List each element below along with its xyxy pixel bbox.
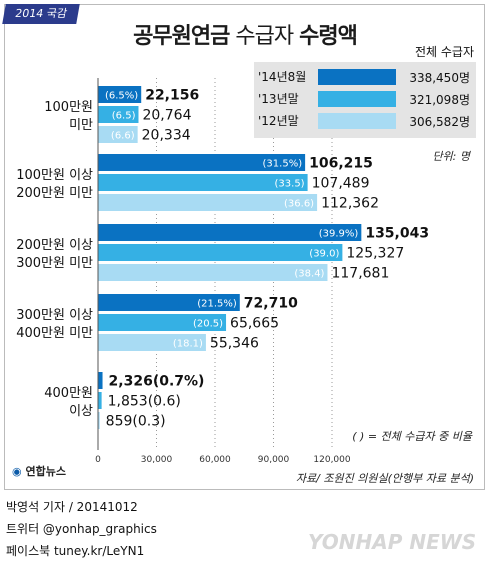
credits: 박영석 기자 / 20141012 트위터 @yonhap_graphics 페… xyxy=(6,496,157,562)
bar-0-1 xyxy=(98,106,139,123)
bar-1-1 xyxy=(98,174,308,191)
legend-name-1: '13년말 xyxy=(258,92,299,106)
x-tick-label-4: 120,000 xyxy=(313,455,350,465)
value-label-1-0: 106,215 xyxy=(309,156,373,172)
ratio-label-3-0: (21.5%) xyxy=(197,299,237,310)
category-label-4-0: 400만원 xyxy=(44,386,93,401)
category-label-0-1: 미만 xyxy=(69,118,93,133)
chart-title: 공무원연금 수급자 수령액 xyxy=(0,18,490,50)
logo-text: 연합뉴스 xyxy=(25,465,66,478)
ratio-label-0-0: (6.5%) xyxy=(105,91,138,102)
legend-swatch-2 xyxy=(318,113,396,129)
facebook-credit: 페이스북 tuney.kr/LeYN1 xyxy=(6,544,145,558)
value-label-4-2: 859(0.3) xyxy=(106,414,166,430)
legend-total-1: 321,098명 xyxy=(409,93,470,107)
bar-chart: 0 30,000 60,000 90,000 120,000 (6.5%) 22,156 (3… xyxy=(16,45,476,485)
bar-3-2 xyxy=(98,334,206,351)
title-part-2: 수급자 xyxy=(235,24,294,49)
value-label-1-2: 112,362 xyxy=(321,196,379,212)
logo-icon: ◉ xyxy=(12,465,22,478)
legend-total-2: 306,582명 xyxy=(409,115,470,129)
legend-swatch-1 xyxy=(318,91,396,107)
value-label-0-0: 22,156 xyxy=(145,88,199,104)
category-label-2-0: 200만원 이상 xyxy=(16,238,93,253)
ratio-label-0-1: (6.5) xyxy=(112,111,136,122)
value-label-3-0: 72,710 xyxy=(244,296,298,312)
x-tick-label-2: 60,000 xyxy=(199,455,231,465)
category-label-0-0: 100만원 xyxy=(44,100,93,115)
ratio-label-2-1: (39.0) xyxy=(309,249,339,260)
bar-0-2 xyxy=(98,126,138,143)
ratio-note: ( ) = 전체 수급자 중 비율 xyxy=(352,430,473,443)
twitter-credit: 트위터 @yonhap_graphics xyxy=(6,522,157,536)
category-label-2-1: 300만원 미만 xyxy=(16,256,93,271)
unit-label: 단위: 명 xyxy=(432,150,471,163)
ratio-label-1-0: (31.5%) xyxy=(263,159,303,170)
bar-4-2 xyxy=(98,412,100,429)
watermark: YONHAP NEWS xyxy=(308,530,477,554)
source-label: 자료/ 조원진 의원실(안행부 자료 분석) xyxy=(296,472,474,485)
ratio-label-0-2: (6.6) xyxy=(111,131,135,142)
bar-1-0 xyxy=(98,154,306,171)
value-label-2-2: 117,681 xyxy=(331,266,389,282)
bar-0-0 xyxy=(98,86,142,103)
category-label-1-1: 200만원 미만 xyxy=(16,186,93,201)
ratio-label-3-1: (20.5) xyxy=(193,319,223,330)
bar-2-1 xyxy=(98,244,343,261)
ratio-label-1-1: (33.5) xyxy=(275,179,305,190)
value-label-2-0: 135,043 xyxy=(365,226,429,242)
bar-4-0 xyxy=(98,372,103,389)
x-tick-label-0: 0 xyxy=(95,455,101,465)
legend-name-2: '12년말 xyxy=(258,114,299,128)
legend-total-0: 338,450명 xyxy=(409,71,470,85)
value-label-0-2: 20,334 xyxy=(142,128,191,144)
title-part-3: 수령액 xyxy=(299,24,358,49)
value-label-2-1: 125,327 xyxy=(346,246,404,262)
value-label-4-1: 1,853(0.6) xyxy=(108,394,181,410)
ratio-label-1-2: (36.6) xyxy=(284,199,314,210)
category-label-3-1: 400만원 미만 xyxy=(16,326,93,341)
x-tick-label-1: 30,000 xyxy=(141,455,173,465)
author-credit: 박영석 기자 / 20141012 xyxy=(6,500,138,514)
value-label-4-0: 2,326(0.7%) xyxy=(109,374,205,390)
value-label-1-1: 107,489 xyxy=(312,176,370,192)
category-label-1-0: 100만원 이상 xyxy=(16,168,93,183)
title-part-1: 공무원연금 xyxy=(133,24,230,49)
bar-2-2 xyxy=(98,264,328,281)
legend-swatch-0 xyxy=(318,69,396,85)
x-tick-label-3: 90,000 xyxy=(258,455,290,465)
value-label-3-2: 55,346 xyxy=(210,336,259,352)
bar-2-0 xyxy=(98,224,362,241)
bar-3-0 xyxy=(98,294,240,311)
value-label-3-1: 65,665 xyxy=(230,316,279,332)
ratio-label-3-2: (18.1) xyxy=(173,339,203,350)
value-label-0-1: 20,764 xyxy=(142,108,191,124)
logo: ◉ 연합뉴스 xyxy=(12,463,66,479)
bar-3-1 xyxy=(98,314,227,331)
legend-title: 전체 수급자 xyxy=(415,45,474,59)
category-label-3-0: 300만원 이상 xyxy=(16,308,93,323)
bar-4-1 xyxy=(98,392,102,409)
ratio-label-2-0: (39.9%) xyxy=(319,229,359,240)
category-label-4-1: 이상 xyxy=(69,404,93,419)
ratio-label-2-2: (38.4) xyxy=(294,269,324,280)
bar-1-2 xyxy=(98,194,318,211)
legend-name-0: '14년8월 xyxy=(258,70,306,84)
